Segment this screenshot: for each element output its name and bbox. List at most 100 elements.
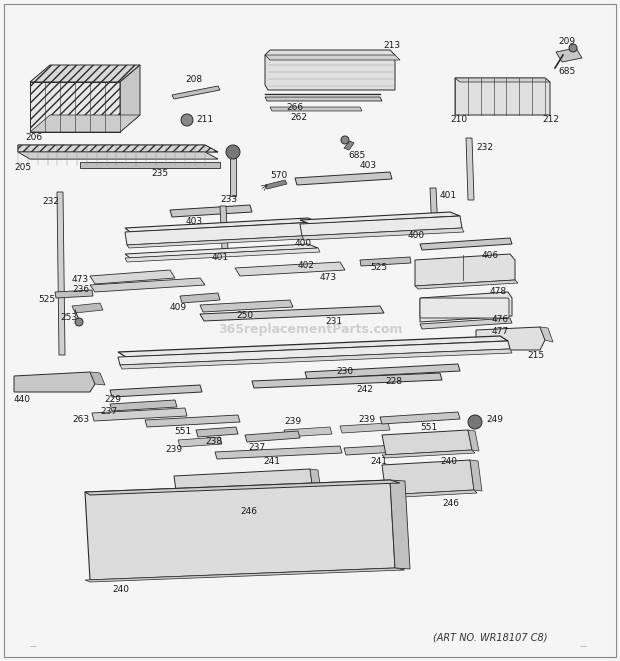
Text: 209: 209 <box>558 38 575 46</box>
Text: 400: 400 <box>295 239 312 249</box>
Text: 231: 231 <box>325 317 342 327</box>
Text: 685: 685 <box>348 151 365 159</box>
Polygon shape <box>110 400 177 411</box>
Polygon shape <box>120 65 140 132</box>
Polygon shape <box>30 115 140 132</box>
Text: 478: 478 <box>490 288 507 297</box>
Text: 235: 235 <box>151 169 169 178</box>
Polygon shape <box>300 212 460 224</box>
Polygon shape <box>85 480 400 495</box>
Circle shape <box>569 44 577 52</box>
Text: 570: 570 <box>270 171 287 180</box>
Text: 551: 551 <box>420 424 437 432</box>
Text: 246: 246 <box>442 500 459 508</box>
Polygon shape <box>57 192 65 355</box>
Polygon shape <box>468 430 479 451</box>
Text: 262: 262 <box>290 114 307 122</box>
Polygon shape <box>556 48 582 62</box>
Text: 406: 406 <box>482 251 499 260</box>
Polygon shape <box>90 270 175 284</box>
Text: 240: 240 <box>440 457 457 467</box>
Polygon shape <box>170 205 252 217</box>
Polygon shape <box>110 385 202 397</box>
Text: 237: 237 <box>100 407 117 416</box>
Polygon shape <box>310 469 322 499</box>
Polygon shape <box>382 430 472 455</box>
Text: 206: 206 <box>25 134 42 143</box>
Text: 241: 241 <box>370 457 387 467</box>
Text: 232: 232 <box>42 198 59 206</box>
Text: 246: 246 <box>240 508 257 516</box>
Polygon shape <box>380 412 460 424</box>
Polygon shape <box>455 78 550 82</box>
Text: 233: 233 <box>220 196 237 204</box>
Polygon shape <box>295 172 392 185</box>
Text: 210: 210 <box>450 116 467 124</box>
Polygon shape <box>18 152 218 159</box>
Text: 241: 241 <box>263 457 280 467</box>
Polygon shape <box>30 65 140 82</box>
Polygon shape <box>540 327 553 342</box>
Text: 473: 473 <box>320 274 337 282</box>
Text: 205: 205 <box>14 163 31 173</box>
Polygon shape <box>200 300 293 312</box>
Text: 230: 230 <box>336 368 353 377</box>
Text: 402: 402 <box>298 260 315 270</box>
Circle shape <box>75 318 83 326</box>
Text: 551: 551 <box>174 428 191 436</box>
Polygon shape <box>340 423 390 433</box>
Polygon shape <box>85 568 405 582</box>
Text: 440: 440 <box>14 395 31 405</box>
Polygon shape <box>382 490 477 498</box>
Polygon shape <box>270 107 362 111</box>
Polygon shape <box>265 55 400 60</box>
Text: 249: 249 <box>486 416 503 424</box>
Text: 400: 400 <box>408 231 425 241</box>
Polygon shape <box>125 222 320 245</box>
Text: 212: 212 <box>542 116 559 124</box>
Text: 239: 239 <box>358 416 375 424</box>
Polygon shape <box>382 460 474 495</box>
Circle shape <box>468 415 482 429</box>
Text: 215: 215 <box>527 350 544 360</box>
Polygon shape <box>18 145 218 152</box>
Text: 253: 253 <box>60 313 77 323</box>
Text: 228: 228 <box>385 377 402 387</box>
Polygon shape <box>125 218 318 232</box>
Polygon shape <box>466 138 474 200</box>
Polygon shape <box>145 415 240 427</box>
Polygon shape <box>252 373 442 388</box>
Polygon shape <box>90 278 205 292</box>
Text: 242: 242 <box>356 385 373 395</box>
Text: 403: 403 <box>186 217 203 227</box>
Polygon shape <box>344 141 354 150</box>
Polygon shape <box>230 158 236 196</box>
Text: 525: 525 <box>370 264 387 272</box>
Polygon shape <box>344 443 432 455</box>
Polygon shape <box>476 327 545 350</box>
Polygon shape <box>125 248 320 262</box>
Polygon shape <box>415 254 515 286</box>
Text: 250: 250 <box>236 311 253 321</box>
Text: 213: 213 <box>383 40 400 50</box>
Text: 685: 685 <box>558 67 575 77</box>
Text: 409: 409 <box>170 303 187 313</box>
Circle shape <box>181 114 193 126</box>
Text: —: — <box>580 643 587 649</box>
Text: 365replacementParts.com: 365replacementParts.com <box>218 323 402 336</box>
Text: 239: 239 <box>165 446 182 455</box>
Polygon shape <box>305 364 460 379</box>
Polygon shape <box>455 78 550 115</box>
Polygon shape <box>180 293 220 303</box>
Polygon shape <box>215 446 342 459</box>
Polygon shape <box>80 162 220 168</box>
Polygon shape <box>430 188 438 232</box>
Polygon shape <box>196 427 238 437</box>
Polygon shape <box>92 408 187 421</box>
Text: 237: 237 <box>248 444 265 453</box>
Polygon shape <box>302 228 464 240</box>
Polygon shape <box>265 97 382 101</box>
Polygon shape <box>265 180 287 189</box>
Polygon shape <box>120 349 512 369</box>
Polygon shape <box>30 82 120 132</box>
